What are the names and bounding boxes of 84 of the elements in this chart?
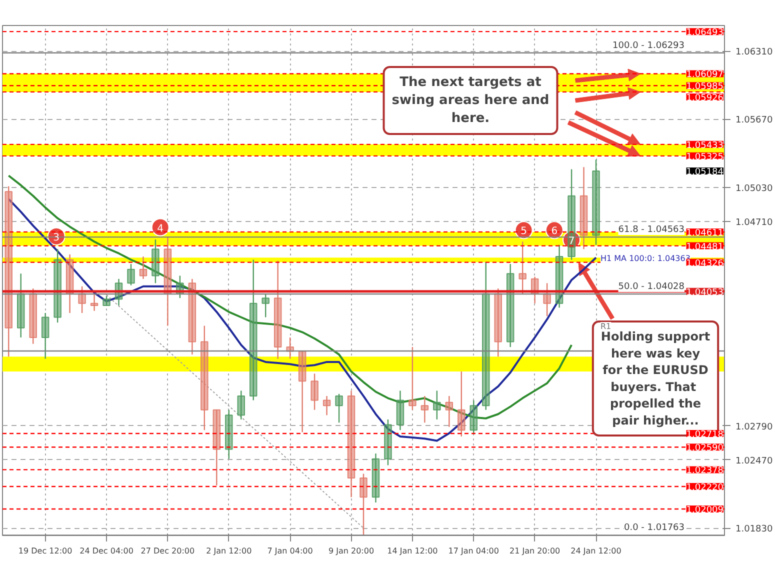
y-tick-label: 1.04710	[736, 218, 773, 228]
candlestick	[274, 260, 282, 360]
ref-line-label: 1.02718	[686, 430, 724, 440]
candlestick	[188, 278, 196, 356]
ref-line-label: 1.04053	[686, 288, 724, 298]
candlestick	[298, 350, 306, 433]
ref-line-label: 1.05325	[686, 152, 724, 162]
candlestick	[16, 272, 25, 338]
candlestick	[420, 395, 429, 424]
ref-line-label: 1.02009	[686, 505, 724, 516]
candlestick	[408, 346, 416, 410]
annotation: H1 MA 100:0: 1.04363	[600, 254, 690, 263]
candlestick	[384, 418, 392, 466]
candlestick	[360, 473, 368, 536]
candlestick	[518, 241, 526, 294]
y-tick-label: 1.01830	[736, 524, 773, 535]
x-tick-label: 24 Dec 04:00	[80, 546, 134, 556]
ref-line-label: 1.05926	[686, 93, 724, 104]
candlestick	[41, 312, 50, 360]
annotation: The next targets at swing areas here and here.	[392, 75, 550, 126]
candlestick	[592, 159, 600, 246]
annotation: Holding support here was key for the EURUSD buyers. That propelled the pair higher...	[600, 330, 710, 428]
annotation: 100.0 - 1.06293	[612, 40, 684, 51]
y-tick-label: 1.02790	[736, 422, 773, 432]
x-tick-label: 27 Dec 20:00	[140, 546, 195, 556]
candlestick	[322, 395, 331, 416]
ref-line-label: 1.04481	[686, 242, 724, 252]
candlestick	[372, 452, 380, 504]
candlestick	[200, 325, 208, 431]
candlestick	[396, 390, 404, 431]
candlestick	[212, 409, 221, 486]
candlestick	[225, 409, 233, 460]
annotation: 6	[551, 226, 558, 238]
candlestick	[470, 400, 478, 435]
candlestick	[102, 295, 110, 306]
candlestick	[237, 390, 245, 420]
x-tick-label: 14 Jan 12:00	[387, 546, 438, 556]
candlestick	[445, 395, 454, 428]
x-tick-label: 7 Jan 04:00	[267, 546, 313, 556]
y-tick-label: 1.05030	[736, 184, 773, 194]
annotation: 7	[568, 236, 575, 247]
candlestick	[482, 261, 490, 410]
x-tick-label: 19 Dec 12:00	[18, 546, 72, 556]
ref-line-label: 1.04326	[686, 258, 724, 269]
candlestick	[262, 293, 270, 318]
candlestick	[139, 256, 148, 280]
y-tick-label: 1.02470	[736, 456, 773, 466]
candlestick	[78, 286, 86, 314]
candlestick	[568, 168, 576, 260]
text: 1.05184	[686, 167, 724, 178]
candlestick	[543, 282, 551, 317]
annotation: 50.0 - 1.04028	[618, 282, 685, 292]
x-tick-label: 2 Jan 12:00	[206, 546, 252, 556]
candlestick	[506, 263, 514, 348]
candlestick	[250, 259, 258, 401]
candlestick	[310, 373, 318, 410]
candlestick	[4, 186, 12, 358]
ref-line-label: 1.02220	[686, 483, 724, 494]
candlestick	[152, 238, 160, 284]
annotation: 3	[53, 232, 60, 244]
candlestick	[494, 288, 502, 358]
annotation: R1	[600, 322, 612, 331]
candlestick	[347, 390, 356, 498]
candlestick	[90, 293, 98, 312]
x-tick-label: 9 Jan 20:00	[328, 546, 374, 556]
candlestick	[127, 263, 135, 286]
y-tick-label: 1.06310	[736, 48, 773, 58]
candlestick	[458, 370, 466, 438]
ref-line-label: 1.02378	[686, 466, 724, 476]
candlestick	[335, 393, 343, 424]
annotation: 5	[520, 226, 527, 238]
candlestick	[433, 390, 441, 420]
annotation: 0.0 - 1.01763	[624, 523, 684, 534]
x-tick-label: 21 Jan 20:00	[509, 546, 560, 556]
x-tick-label: 17 Jan 04:00	[448, 546, 499, 556]
x-tick-label: 24 Jan 12:00	[570, 546, 622, 556]
candlestick	[29, 288, 37, 344]
y-tick-label: 1.05670	[736, 116, 773, 126]
candlestick	[580, 166, 588, 250]
ref-line-label: 1.06097	[686, 70, 724, 80]
annotation: 4	[157, 223, 164, 234]
candlestick	[54, 248, 62, 324]
annotation: 61.8 - 1.04563	[618, 225, 685, 236]
line-series	[8, 198, 598, 442]
